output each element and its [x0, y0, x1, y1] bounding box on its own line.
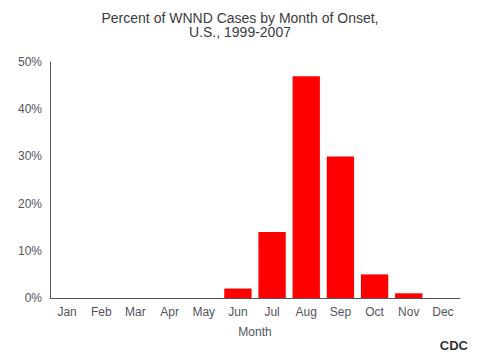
svg-text:Mar: Mar: [125, 305, 146, 319]
svg-text:May: May: [192, 305, 215, 319]
svg-text:Dec: Dec: [432, 305, 453, 319]
svg-text:Month: Month: [238, 325, 271, 339]
svg-text:0%: 0%: [25, 291, 43, 305]
svg-text:Oct: Oct: [365, 305, 384, 319]
svg-text:20%: 20%: [18, 197, 42, 211]
svg-text:50%: 50%: [18, 55, 42, 69]
svg-text:CDC: CDC: [440, 338, 469, 353]
svg-text:Feb: Feb: [91, 305, 112, 319]
svg-text:Aug: Aug: [296, 305, 317, 319]
svg-text:Jun: Jun: [228, 305, 247, 319]
svg-text:30%: 30%: [18, 149, 42, 163]
svg-text:Percent of WNND Cases by Month: Percent of WNND Cases by Month of Onset,: [101, 10, 379, 26]
svg-text:Nov: Nov: [398, 305, 419, 319]
svg-text:Jan: Jan: [57, 305, 76, 319]
svg-text:U.S., 1999-2007: U.S., 1999-2007: [189, 24, 291, 40]
svg-text:Jul: Jul: [264, 305, 279, 319]
svg-text:10%: 10%: [18, 244, 42, 258]
svg-text:Sep: Sep: [330, 305, 352, 319]
svg-text:40%: 40%: [18, 102, 42, 116]
svg-text:Apr: Apr: [160, 305, 179, 319]
